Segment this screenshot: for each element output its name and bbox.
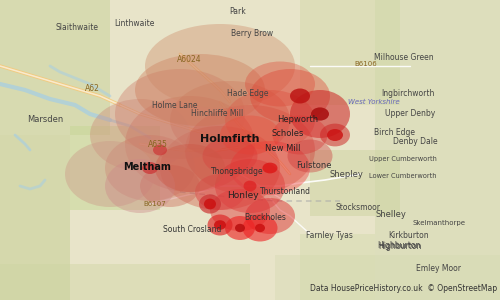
Ellipse shape <box>142 162 158 174</box>
Ellipse shape <box>230 141 310 195</box>
Ellipse shape <box>220 116 280 154</box>
Text: Highburton: Highburton <box>378 242 422 251</box>
Ellipse shape <box>125 96 255 192</box>
Text: Park: Park <box>229 8 246 16</box>
Ellipse shape <box>202 137 258 175</box>
Text: Shepley: Shepley <box>329 170 363 179</box>
Ellipse shape <box>160 126 280 210</box>
Text: New Mill: New Mill <box>265 144 300 153</box>
Ellipse shape <box>204 199 216 209</box>
Text: Brockholes: Brockholes <box>244 213 286 222</box>
Text: Scholes: Scholes <box>272 129 304 138</box>
Ellipse shape <box>153 145 167 155</box>
Ellipse shape <box>255 224 265 232</box>
Ellipse shape <box>145 24 295 108</box>
Text: Skelmanthorpe: Skelmanthorpe <box>412 220 466 226</box>
Ellipse shape <box>208 214 233 236</box>
Bar <box>300 0 400 105</box>
Ellipse shape <box>272 116 328 154</box>
Ellipse shape <box>244 181 256 191</box>
Ellipse shape <box>115 69 245 159</box>
Ellipse shape <box>105 159 175 213</box>
Ellipse shape <box>195 174 245 210</box>
Text: Data HousePriceHistory.co.uk  © OpenStreetMap: Data HousePriceHistory.co.uk © OpenStree… <box>310 284 498 293</box>
Text: Linthwaite: Linthwaite <box>114 20 154 28</box>
Bar <box>0 135 70 300</box>
Text: West Yorkshire: West Yorkshire <box>348 99 400 105</box>
Text: Denby Dale: Denby Dale <box>392 136 438 146</box>
Text: Holme Lane: Holme Lane <box>152 100 198 109</box>
Ellipse shape <box>235 224 245 232</box>
Ellipse shape <box>320 124 350 146</box>
Bar <box>300 234 375 300</box>
Ellipse shape <box>242 214 278 242</box>
Text: A62: A62 <box>85 84 100 93</box>
Text: Holmfirth: Holmfirth <box>200 134 260 145</box>
Bar <box>375 0 500 300</box>
Bar <box>70 126 160 210</box>
Text: Berry Brow: Berry Brow <box>232 28 274 38</box>
Bar <box>0 0 110 135</box>
Text: Thurstonland: Thurstonland <box>260 188 310 196</box>
Text: Thongsbridge: Thongsbridge <box>211 167 264 176</box>
Text: Shelley: Shelley <box>376 210 406 219</box>
Text: Hade Edge: Hade Edge <box>227 88 268 98</box>
Text: Meltham: Meltham <box>124 161 172 172</box>
Ellipse shape <box>214 220 226 230</box>
Text: Marsden: Marsden <box>27 116 63 124</box>
Ellipse shape <box>135 54 265 126</box>
Ellipse shape <box>199 194 221 214</box>
Ellipse shape <box>90 99 190 171</box>
Ellipse shape <box>215 159 285 213</box>
Text: Hepworth: Hepworth <box>277 116 318 124</box>
Ellipse shape <box>262 163 278 173</box>
Text: Emley Moor: Emley Moor <box>416 264 462 273</box>
Text: Milhouse Green: Milhouse Green <box>374 53 434 62</box>
Text: Birch Edge: Birch Edge <box>374 128 416 137</box>
Text: Fulstone: Fulstone <box>296 160 332 169</box>
Text: A635: A635 <box>148 140 168 149</box>
Ellipse shape <box>311 107 329 121</box>
Ellipse shape <box>250 69 330 123</box>
Ellipse shape <box>327 129 343 141</box>
Text: A6024: A6024 <box>176 56 202 64</box>
Text: Hinchliffe Mill: Hinchliffe Mill <box>192 110 244 118</box>
Ellipse shape <box>65 141 155 207</box>
Bar <box>0 264 250 300</box>
Text: B6106: B6106 <box>354 61 378 68</box>
Text: Kirkburton: Kirkburton <box>388 231 430 240</box>
Text: Upper Denby: Upper Denby <box>385 110 435 118</box>
Text: Upper Cumberworth: Upper Cumberworth <box>368 156 436 162</box>
Bar <box>310 150 400 216</box>
Ellipse shape <box>245 61 315 106</box>
Ellipse shape <box>170 81 290 159</box>
Ellipse shape <box>140 165 200 207</box>
Ellipse shape <box>245 198 295 234</box>
Text: South Crosland: South Crosland <box>164 225 222 234</box>
Text: Stocksmoor: Stocksmoor <box>335 202 380 211</box>
Text: Slaithwaite: Slaithwaite <box>56 22 99 32</box>
Text: B6107: B6107 <box>144 201 167 207</box>
Ellipse shape <box>288 140 333 172</box>
Ellipse shape <box>225 90 315 150</box>
Text: Farnley Tyas: Farnley Tyas <box>306 231 352 240</box>
Text: Ingbirchworth: Ingbirchworth <box>381 88 434 98</box>
Ellipse shape <box>210 189 270 231</box>
Ellipse shape <box>225 216 255 240</box>
Ellipse shape <box>290 90 350 138</box>
Ellipse shape <box>155 144 225 192</box>
Bar <box>275 255 500 300</box>
Ellipse shape <box>105 135 195 201</box>
Text: Honley: Honley <box>226 190 258 200</box>
Ellipse shape <box>185 105 315 195</box>
Ellipse shape <box>290 88 310 104</box>
Text: Highburton: Highburton <box>378 242 420 250</box>
Text: Lower Cumberworth: Lower Cumberworth <box>369 172 436 178</box>
